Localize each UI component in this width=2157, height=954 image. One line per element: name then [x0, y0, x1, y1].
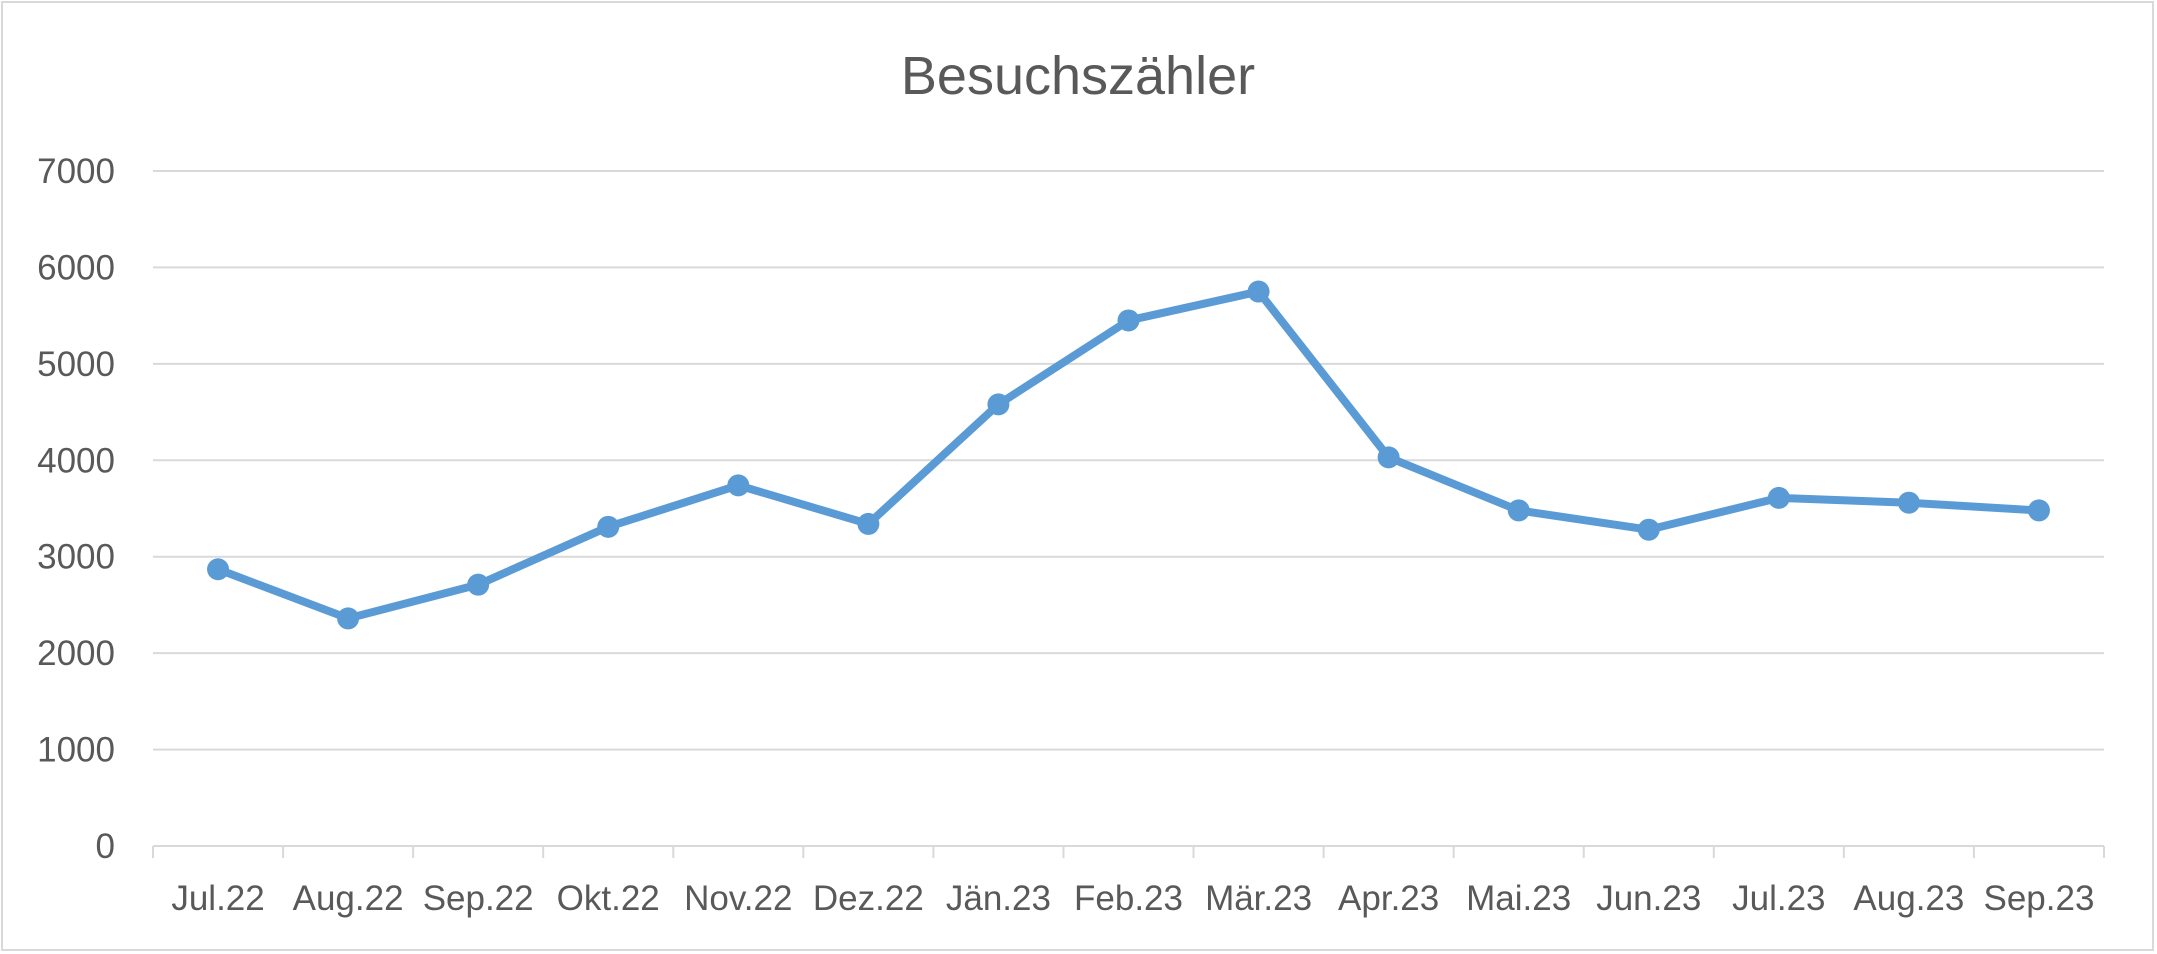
x-tick-label: Mai.23: [1466, 879, 1571, 918]
x-axis: [152, 845, 2105, 858]
gridlines: [153, 170, 2104, 751]
x-tick-label: Mär.23: [1205, 879, 1312, 918]
y-tick-label: 7000: [37, 152, 115, 191]
y-tick-label: 3000: [37, 538, 115, 577]
x-tick-label: Apr.23: [1338, 879, 1439, 918]
data-point: [1897, 491, 1920, 514]
data-point: [727, 474, 750, 497]
data-point: [337, 607, 360, 630]
x-axis-ticks: Jul.22 Aug.22 Sep.22 Okt.22 Nov.22 Dez.22 Jän.…: [171, 879, 2094, 918]
data-point: [1767, 486, 1790, 509]
data-point: [1377, 446, 1400, 469]
data-point: [467, 573, 490, 596]
x-tick-label: Jun.23: [1596, 879, 1701, 918]
x-tick-label: Aug.22: [293, 879, 404, 918]
y-tick-label: 4000: [37, 441, 115, 480]
data-point: [1637, 518, 1660, 541]
data-point: [2027, 499, 2050, 522]
y-tick-label: 0: [96, 827, 115, 866]
data-point: [857, 512, 880, 535]
x-tick-label: Nov.22: [684, 879, 792, 918]
y-axis-ticks: 0 1000 2000 3000 4000 5000 6000 7000: [37, 152, 115, 866]
chart-title: Besuchszähler: [901, 46, 1255, 106]
x-tick-label: Dez.22: [813, 879, 924, 918]
y-tick-label: 1000: [37, 731, 115, 770]
series-line: [214, 287, 2043, 623]
data-point: [1247, 280, 1270, 303]
data-point: [597, 515, 620, 538]
x-tick-label: Sep.22: [423, 879, 534, 918]
series-visits: [207, 280, 2050, 630]
data-point: [1507, 499, 1530, 522]
y-tick-label: 6000: [37, 248, 115, 287]
x-tick-label: Okt.22: [557, 879, 660, 918]
x-tick-label: Aug.23: [1853, 879, 1964, 918]
x-tick-label: Jän.23: [946, 879, 1051, 918]
x-tick-label: Sep.23: [1983, 879, 2094, 918]
y-tick-label: 2000: [37, 634, 115, 673]
x-tick-label: Feb.23: [1074, 879, 1183, 918]
data-point: [207, 558, 230, 581]
y-tick-label: 5000: [37, 345, 115, 384]
data-point: [987, 393, 1010, 416]
x-tick-label: Jul.23: [1732, 879, 1825, 918]
x-tick-label: Jul.22: [171, 879, 264, 918]
data-point: [1117, 309, 1140, 332]
